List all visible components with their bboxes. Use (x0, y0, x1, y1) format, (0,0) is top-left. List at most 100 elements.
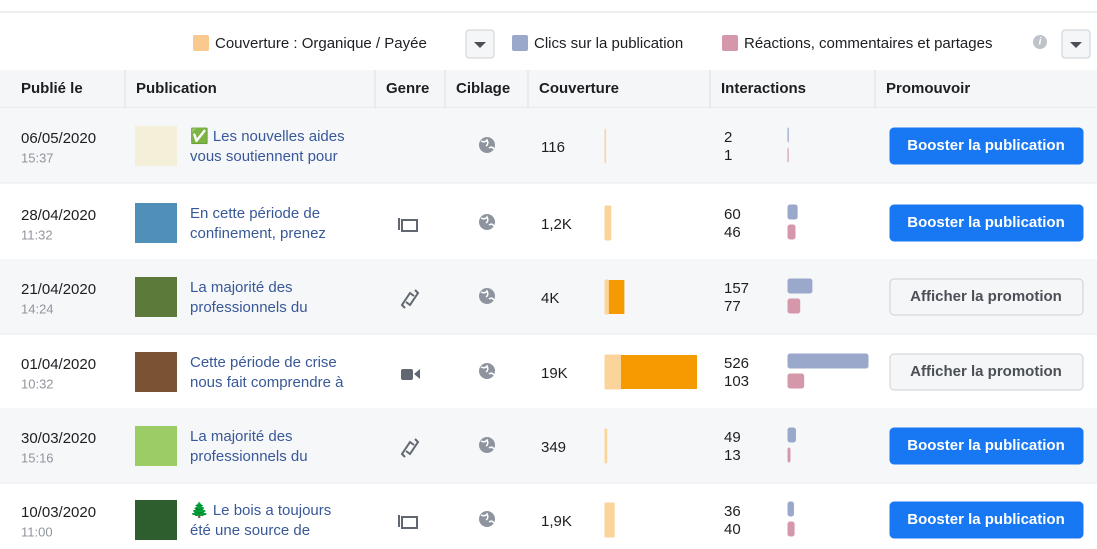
coverage-organic-bar (605, 503, 614, 537)
post-title[interactable]: confinement, prenez (190, 225, 326, 242)
button-label[interactable]: Afficher la promotion (910, 363, 1062, 380)
post-title[interactable]: La majorité des (190, 279, 293, 296)
reactions-bar (788, 374, 804, 388)
reactions-value: 77 (724, 298, 741, 315)
post-title[interactable]: été une source de (190, 522, 310, 539)
time: 11:00 (21, 524, 53, 539)
reactions-bar (788, 299, 800, 313)
coverage-value: 1,9K (541, 513, 572, 530)
genre-icon (402, 220, 417, 231)
clicks-value: 36 (724, 503, 741, 520)
clicks-bar (788, 354, 868, 368)
column-header: Promouvoir (886, 80, 970, 97)
post-title[interactable]: La majorité des (190, 428, 293, 445)
coverage-organic-bar (605, 355, 621, 389)
post-title[interactable]: professionnels du (190, 448, 308, 465)
promote-button[interactable]: Booster la publication (890, 502, 1083, 538)
reactions-value: 46 (724, 224, 741, 241)
post-title[interactable]: professionnels du (190, 299, 308, 316)
date: 01/04/2020 (21, 356, 96, 373)
date: 10/03/2020 (21, 504, 96, 521)
column-header: Genre (386, 80, 429, 97)
clicks-value: 60 (724, 206, 741, 223)
legend-label: Couverture : Organique / Payée (215, 35, 427, 52)
reactions-bar (788, 225, 795, 239)
info-icon: i (1033, 35, 1047, 49)
reactions-bar (788, 522, 794, 536)
time: 14:24 (21, 301, 54, 316)
table-row: 06/05/2020 15:37 ✅ Les nouvelles aides vous… (0, 108, 1097, 183)
svg-text:i: i (1039, 37, 1042, 48)
button-label[interactable]: Booster la publication (907, 137, 1065, 154)
reactions-value: 40 (724, 521, 741, 538)
clicks-bar (788, 428, 795, 442)
clicks-bar (788, 205, 797, 219)
legend-label: Réactions, commentaires et partages (744, 35, 992, 52)
column-header: Publié le (21, 80, 83, 97)
time: 15:37 (21, 150, 54, 165)
clicks-value: 526 (724, 355, 749, 372)
legend-swatch (193, 35, 209, 51)
clicks-value: 157 (724, 280, 749, 297)
clicks-value: 49 (724, 429, 741, 446)
genre-icon (402, 517, 417, 528)
post-title[interactable]: ✅ Les nouvelles aides (190, 127, 345, 145)
promote-button[interactable]: Booster la publication (890, 428, 1083, 464)
coverage-value: 4K (541, 290, 559, 307)
date: 30/03/2020 (21, 430, 96, 447)
coverage-value: 1,2K (541, 216, 572, 233)
button-label[interactable]: Booster la publication (907, 511, 1065, 528)
dropdown[interactable] (1062, 30, 1090, 58)
post-title[interactable]: vous soutiennent pour (190, 148, 338, 165)
post-title[interactable]: En cette période de (190, 205, 320, 222)
table-row: 30/03/2020 15:16 La majorité des profession… (0, 408, 1097, 483)
button-label[interactable]: Booster la publication (907, 214, 1065, 231)
clicks-bar (788, 502, 793, 516)
coverage-organic-bar (605, 206, 611, 240)
clicks-value: 2 (724, 129, 732, 146)
table-row: 01/04/202010:32Cette période de crisenou… (0, 352, 1097, 409)
genre-icon (401, 369, 413, 380)
column-header: Ciblage (456, 80, 510, 97)
coverage-value: 19K (541, 365, 568, 382)
thumbnail (135, 426, 177, 466)
thumbnail (135, 277, 177, 317)
clicks-bar (788, 279, 812, 293)
coverage-organic-bar (605, 429, 607, 463)
promote-button[interactable]: Booster la publication (890, 205, 1083, 241)
table-row: 28/04/2020 11:32 En cette période de confin… (0, 203, 1097, 260)
table-row: 21/04/2020 14:24 La majorité des profession… (0, 259, 1097, 334)
coverage-value: 116 (541, 139, 565, 156)
promote-button[interactable]: Booster la publication (890, 128, 1083, 164)
post-title[interactable]: Cette période de crise (190, 354, 337, 371)
date: 21/04/2020 (21, 281, 96, 298)
coverage-value: 349 (541, 439, 566, 456)
coverage-paid-bar (609, 280, 624, 314)
reactions-value: 13 (724, 447, 741, 464)
legend-swatch (722, 35, 738, 51)
legend-label: Clics sur la publication (534, 35, 683, 52)
promote-button[interactable]: Afficher la promotion (890, 354, 1083, 390)
thumbnail (135, 500, 177, 540)
thumbnail (135, 203, 177, 243)
table-row: 10/03/2020 11:00 🌲 Le bois a toujours été u… (0, 500, 1097, 549)
reactions-bar (788, 448, 790, 462)
column-header: Publication (136, 80, 217, 97)
dropdown[interactable] (466, 30, 494, 58)
reactions-value: 1 (724, 147, 732, 164)
thumbnail (135, 352, 177, 392)
column-header: Couverture (539, 80, 619, 97)
time: 11:32 (21, 227, 53, 242)
coverage-paid-bar (621, 355, 697, 389)
date: 28/04/2020 (21, 207, 96, 224)
reactions-value: 103 (724, 373, 749, 390)
time: 15:16 (21, 450, 54, 465)
post-title[interactable]: nous fait comprendre à (190, 374, 344, 391)
button-label[interactable]: Booster la publication (907, 437, 1065, 454)
genre-icon (414, 369, 420, 379)
publications-table: i Couverture : Organique / Payée Clics su… (0, 0, 1097, 549)
button-label[interactable]: Afficher la promotion (910, 288, 1062, 305)
post-title[interactable]: 🌲 Le bois a toujours (190, 501, 331, 519)
promote-button[interactable]: Afficher la promotion (890, 279, 1083, 315)
date: 06/05/2020 (21, 130, 96, 147)
